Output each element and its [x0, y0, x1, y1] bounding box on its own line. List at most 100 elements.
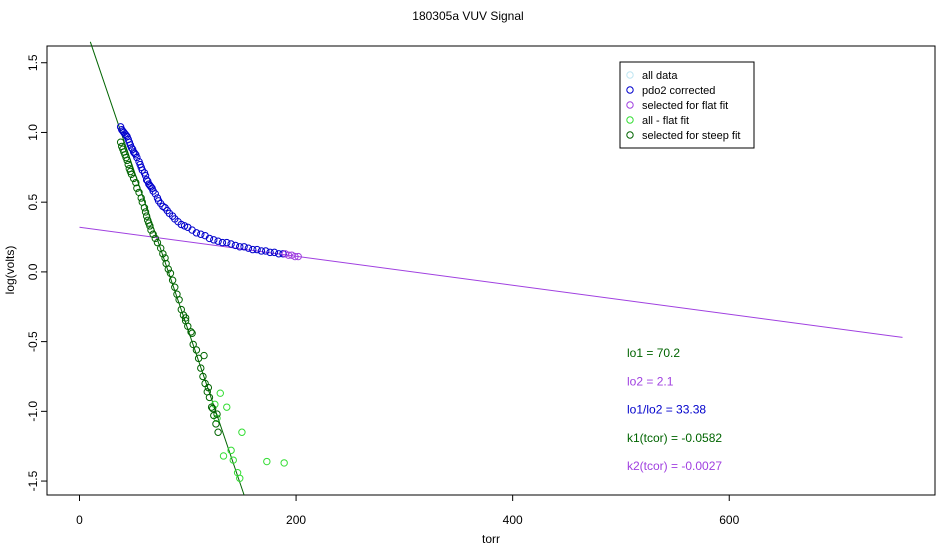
data-point [123, 156, 131, 165]
y-tick-label: 0.0 [26, 263, 40, 280]
y-tick-label: 0.5 [26, 194, 40, 211]
legend-label: selected for steep fit [642, 130, 740, 142]
data-point [227, 446, 235, 455]
data-point [146, 222, 154, 230]
data-point [175, 296, 183, 304]
x-tick-label: 600 [719, 513, 739, 527]
data-point [133, 184, 141, 192]
y-tick-label: -1.0 [26, 401, 40, 422]
plot-frame [46, 45, 936, 496]
data-point [270, 248, 279, 257]
legend-items: all data pdo2 corrected selected for flat … [626, 70, 740, 142]
data-point [197, 364, 205, 372]
data-point [262, 247, 270, 255]
data-point [212, 420, 220, 428]
data-point [164, 265, 172, 273]
data-point [127, 144, 136, 152]
data-point [218, 238, 227, 247]
data-point [266, 248, 274, 257]
data-point [184, 322, 192, 330]
x-tick-label: 0 [76, 513, 83, 527]
data-point [227, 240, 235, 248]
legend-label: pdo2 corrected [642, 85, 715, 97]
data-point [236, 474, 244, 482]
fit-line [79, 226, 903, 338]
legend: all data pdo2 corrected selected for flat … [619, 61, 755, 149]
data-point [210, 236, 218, 244]
data-point [236, 243, 244, 251]
annotation-text: lo1 = 70.2 [627, 346, 680, 360]
data-point [231, 241, 240, 250]
y-tick-label: 1.0 [26, 124, 40, 141]
data-point [223, 238, 231, 247]
data-point [171, 283, 179, 291]
chart-title: 180305a VUV Signal [412, 9, 523, 23]
data-point [147, 226, 155, 234]
data-point [257, 247, 266, 255]
data-point [210, 411, 218, 420]
data-point [129, 174, 138, 183]
y-tick-label: 1.5 [26, 54, 40, 71]
annotation-text: lo1/lo2 = 33.38 [627, 403, 706, 417]
data-point [197, 230, 205, 238]
data-point [253, 245, 261, 254]
data-point [159, 202, 167, 211]
data-point [149, 230, 157, 238]
axes: 0 200 400 600 1.5 1.0 0.5 0.0 -0.5 -1.0 -1.5 [26, 54, 740, 527]
data-point [244, 244, 253, 252]
legend-label: all data [642, 70, 678, 82]
data-point [214, 237, 222, 245]
x-tick-label: 200 [286, 513, 306, 527]
annotations: lo1 = 70.2 lo2 = 2.1 lo1/lo2 = 33.38 k1(tco… [627, 346, 722, 473]
data-point [249, 245, 257, 254]
y-tick-label: -0.5 [26, 331, 40, 352]
data-point [208, 404, 217, 413]
data-point [141, 208, 150, 216]
annotation-text: k2(tcor) = -0.0027 [627, 459, 722, 473]
data-point [140, 204, 149, 212]
legend-marker [626, 71, 634, 79]
data-point [180, 222, 189, 230]
data-point [199, 372, 207, 381]
y-axis-label: log(volts) [3, 246, 17, 295]
data-point [205, 393, 214, 402]
data-point [214, 428, 222, 436]
legend-marker [626, 131, 634, 139]
data-point [207, 403, 216, 411]
data-point [177, 220, 185, 229]
legend-label: selected for flat fit [642, 100, 728, 112]
data-point [240, 243, 248, 251]
data-point [189, 340, 197, 349]
data-point [188, 329, 196, 337]
data-point [279, 250, 287, 258]
data-point [219, 452, 228, 460]
legend-label: all - flat fit [642, 115, 689, 127]
data-point [200, 351, 208, 360]
data-point [151, 234, 159, 243]
data-point [280, 459, 288, 467]
data-point [192, 229, 201, 237]
data-point [161, 254, 169, 262]
data-point [127, 170, 136, 178]
data-point [132, 178, 140, 187]
data-point [142, 176, 151, 184]
data-point [166, 269, 175, 277]
data-point [205, 234, 214, 243]
data-point [133, 153, 141, 162]
data-point [187, 328, 195, 336]
data-point [147, 183, 155, 191]
fit-line [89, 41, 245, 496]
data-point [229, 456, 237, 464]
data-point [168, 276, 177, 284]
data-point [124, 160, 132, 169]
data-point [216, 389, 224, 397]
legend-box [619, 61, 755, 149]
data-point [116, 138, 125, 146]
data-point [223, 403, 231, 411]
data-point [294, 252, 302, 261]
data-point [238, 428, 246, 436]
x-axis-label: torr [482, 532, 500, 546]
annotation-text: lo2 = 2.1 [627, 374, 674, 388]
data-point [159, 250, 167, 258]
